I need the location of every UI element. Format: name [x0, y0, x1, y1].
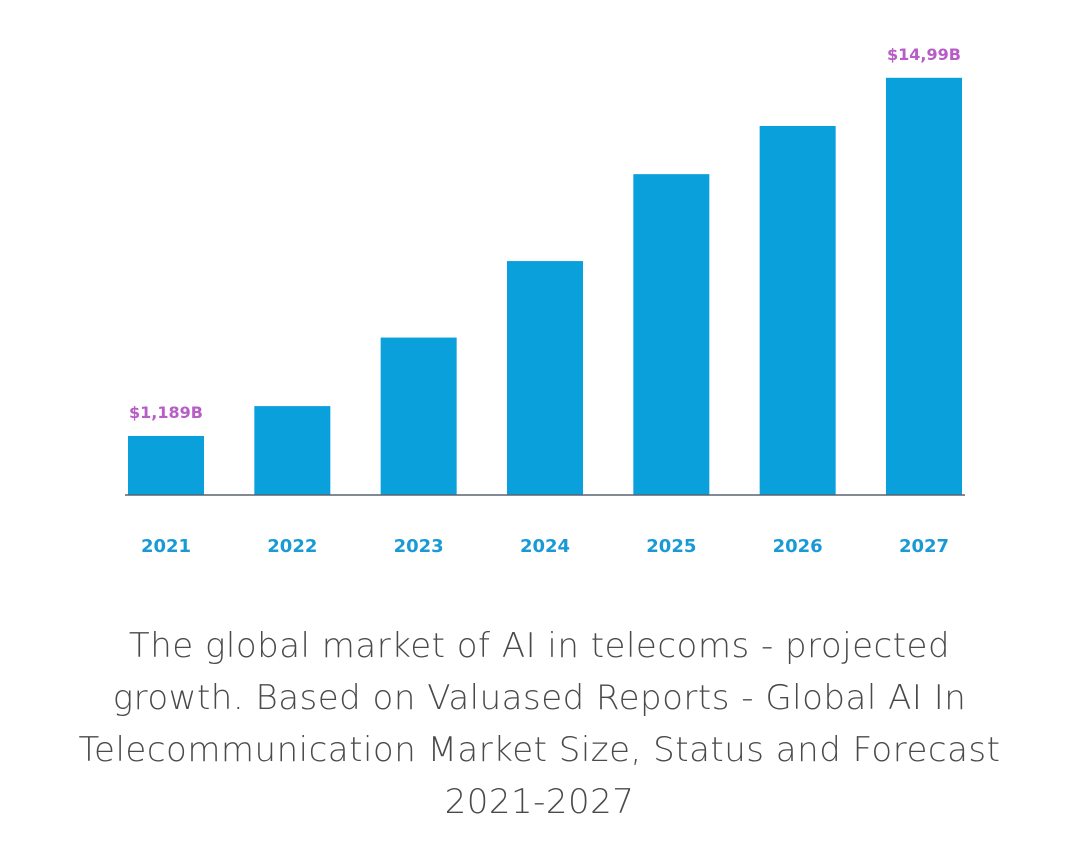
- bar-2026: [759, 125, 836, 495]
- x-tick-labels: 2021 2022 2023 2024 2025 2026 2027: [141, 536, 949, 557]
- x-tick-label-2027: 2027: [899, 536, 949, 557]
- x-tick-label-2023: 2023: [394, 536, 444, 557]
- bar-2025: [633, 174, 710, 496]
- data-labels: $1,189B $14,99B: [129, 45, 961, 422]
- x-tick-label-2022: 2022: [267, 536, 317, 557]
- bar-chart: 2021 2022 2023 2024 2025 2026 2027 $1,189B $14,…: [125, 45, 965, 557]
- x-tick-label-2025: 2025: [646, 536, 696, 557]
- x-tick-label-2026: 2026: [773, 536, 823, 557]
- bar-2023: [380, 337, 457, 495]
- x-tick-label-2021: 2021: [141, 536, 191, 557]
- data-label-2027: $14,99B: [887, 45, 961, 64]
- bar-2021: [128, 435, 204, 495]
- bar-2022: [254, 406, 331, 495]
- figure-caption: The global market of AI in telecoms - pr…: [78, 626, 1001, 822]
- bar-2027: [886, 77, 962, 496]
- bar-2024: [507, 261, 583, 495]
- bars: [128, 77, 962, 496]
- data-label-2021: $1,189B: [129, 403, 203, 422]
- x-tick-label-2024: 2024: [520, 536, 570, 557]
